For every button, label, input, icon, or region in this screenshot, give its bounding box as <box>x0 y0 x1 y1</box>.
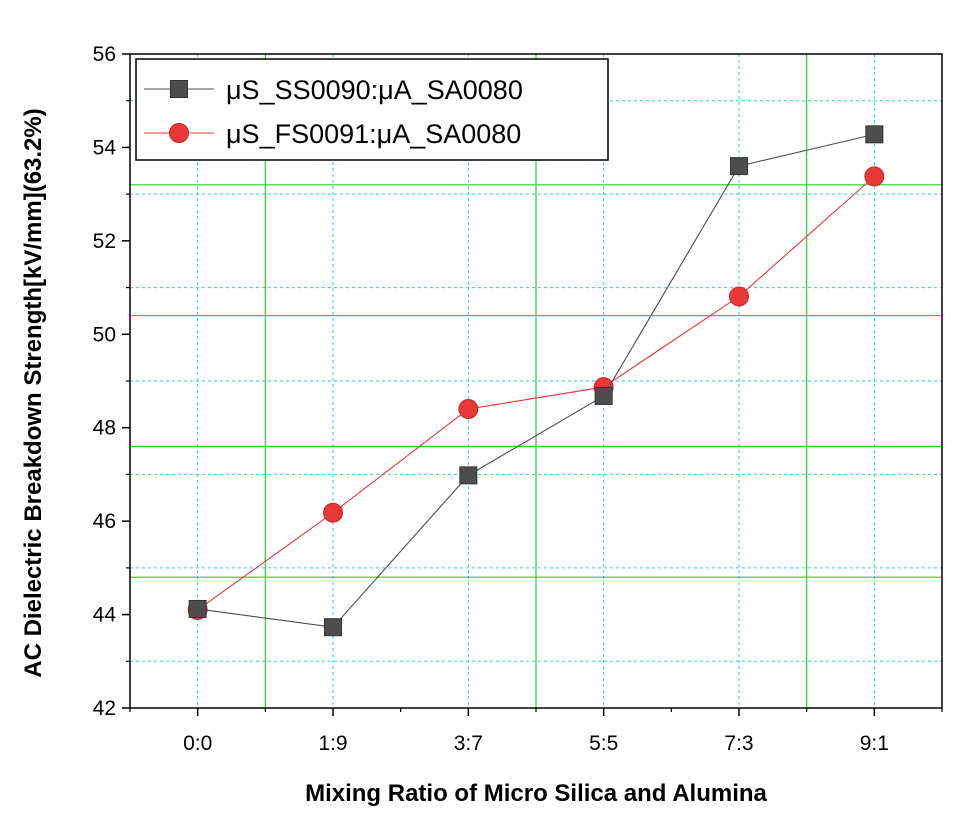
y-tick-label: 50 <box>93 323 116 346</box>
data-point <box>324 618 342 637</box>
y-axis-title: AC Dielectric Breakdown Strength[kV/mm](… <box>20 108 47 677</box>
x-tick-label: 9:1 <box>860 732 889 755</box>
data-point <box>188 599 207 618</box>
series <box>187 125 885 637</box>
series-squares <box>188 125 884 637</box>
legend-label: μS_FS0091:μA_SA0080 <box>226 119 521 149</box>
x-tick-label: 0:0 <box>183 732 212 755</box>
data-point <box>323 502 343 523</box>
x-tick-label: 7:3 <box>724 732 753 755</box>
legend-marker <box>169 123 189 143</box>
series-line <box>197 175 875 611</box>
legend: μS_SS0090:μA_SA0080 μS_FS0091:μA_SA0080 <box>135 58 609 161</box>
y-tick-label: 52 <box>93 230 116 253</box>
x-tick-label: 1:9 <box>318 732 347 755</box>
data-point <box>865 125 884 144</box>
y-tick-label: 42 <box>93 697 116 720</box>
data-point <box>459 466 478 485</box>
data-point <box>458 399 479 420</box>
y-tick-label: 56 <box>93 43 116 66</box>
x-tick-label: 3:7 <box>454 732 483 755</box>
data-point <box>864 166 885 187</box>
y-tick-label: 44 <box>93 604 117 627</box>
y-tick-label: 46 <box>93 510 116 533</box>
grid <box>130 54 942 708</box>
legend-marker <box>170 80 188 98</box>
y-tick-label: 54 <box>93 136 117 159</box>
legend-label: μS_SS0090:μA_SA0080 <box>226 75 523 105</box>
data-point <box>729 286 749 307</box>
x-axis-title: Mixing Ratio of Micro Silica and Alumina <box>305 780 767 807</box>
y-tick-label: 48 <box>93 417 116 440</box>
data-point <box>730 157 748 176</box>
x-tick-label: 5:5 <box>589 732 618 755</box>
series-line <box>197 133 875 628</box>
legend-box <box>135 58 609 161</box>
axes: 42 44 46 48 50 52 54 56 0:0 1:9 3:7 5:5 7:3 9:1 <box>93 43 943 755</box>
data-point <box>594 386 613 405</box>
